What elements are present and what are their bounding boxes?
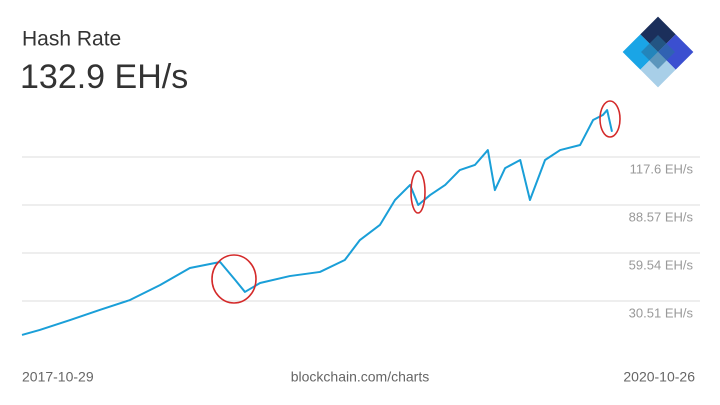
logo-square — [640, 52, 676, 88]
highlight-circle — [599, 100, 621, 138]
chart-title: Hash Rate — [22, 28, 121, 51]
y-tick-label: 59.54 EH/s — [629, 257, 694, 272]
x-tick-label: 2020-10-26 — [623, 369, 695, 385]
logo-square — [640, 16, 676, 52]
y-tick-label: 117.6 EH/s — [630, 161, 694, 176]
highlight-circle — [211, 254, 257, 304]
x-tick-label: 2017-10-29 — [22, 369, 94, 385]
plot-area: 30.51 EH/s 59.54 EH/s 88.57 EH/s 117.6 EH/s… — [21, 109, 700, 385]
source-label: blockchain.com/charts — [291, 369, 430, 385]
annotations — [211, 100, 621, 304]
y-tick-label: 30.51 EH/s — [629, 305, 694, 320]
current-value: 132.9 EH/s — [20, 58, 188, 96]
y-tick-label: 88.57 EH/s — [629, 209, 694, 224]
highlight-circle — [410, 170, 426, 214]
data-line — [21, 109, 613, 336]
logo — [622, 16, 694, 88]
logo-square — [622, 34, 658, 70]
